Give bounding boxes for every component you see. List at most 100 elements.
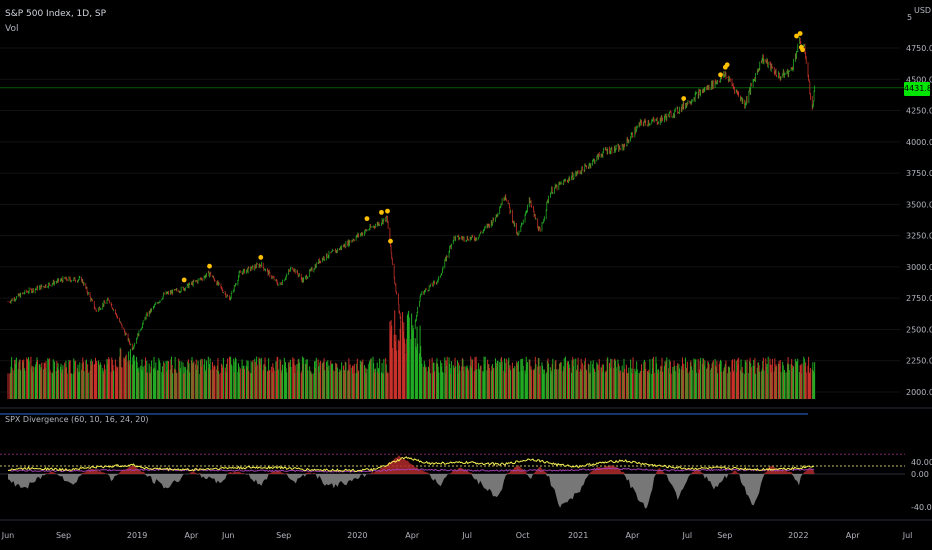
volume-bar (310, 373, 312, 399)
volume-bar (569, 367, 571, 399)
volume-bar (288, 361, 290, 399)
time-axis-label: 2020 (347, 531, 367, 540)
volume-bar (748, 361, 750, 399)
volume-bar (767, 373, 769, 399)
volume-bar (435, 362, 437, 399)
volume-bar (428, 366, 430, 399)
time-axis-label: Jul (682, 531, 693, 540)
volume-bar (475, 370, 477, 399)
volume-bar (323, 361, 325, 399)
volume-bar (809, 367, 811, 399)
volume-bar (43, 362, 45, 399)
volume-bar (235, 358, 237, 399)
volume-bar (360, 364, 362, 399)
volume-bar (336, 367, 338, 399)
volume-bar (64, 368, 66, 399)
volume-bar (450, 361, 452, 399)
volume-bar (572, 366, 574, 399)
volume-bar (627, 372, 629, 399)
volume-bar (264, 357, 266, 399)
volume-bar (381, 363, 383, 399)
volume-bar (347, 370, 349, 399)
volume-bar (424, 368, 426, 399)
volume-bar (763, 370, 765, 399)
signal-marker (388, 238, 393, 244)
volume-bar (741, 367, 743, 399)
volume-bar (108, 357, 110, 399)
volume-bar (656, 363, 658, 399)
volume-bar (624, 368, 626, 399)
volume-bar (227, 358, 229, 399)
volume-bar (414, 338, 416, 399)
signal-marker (207, 263, 212, 269)
volume-bar (319, 362, 321, 399)
volume-bar (57, 363, 59, 399)
volume-bar (638, 372, 640, 399)
volume-bar (335, 362, 337, 399)
time-axis-label: Jul (461, 531, 472, 540)
volume-bar (418, 353, 420, 399)
volume-bar (480, 365, 482, 399)
volume-bar (687, 372, 689, 399)
volume-bar (711, 363, 713, 399)
volume-bar (577, 357, 579, 399)
volume-bar (716, 360, 718, 399)
volume-bar (192, 364, 194, 399)
volume-bar (254, 361, 256, 399)
volume-bar (765, 366, 767, 399)
volume-bar (458, 365, 460, 399)
volume-bar (614, 358, 616, 399)
volume-bar (724, 366, 726, 399)
volume-bar (467, 370, 469, 399)
volume-bar (268, 358, 270, 399)
volume-bar (453, 367, 455, 399)
volume-bar (729, 371, 731, 399)
volume-bar (712, 360, 714, 399)
volume-bar (313, 361, 315, 399)
time-axis-label: Jun (221, 531, 235, 540)
volume-bar (457, 373, 459, 399)
volume-bar (470, 367, 472, 399)
volume-bar (244, 369, 246, 399)
volume-bar (241, 359, 243, 399)
volume-bar (151, 360, 153, 399)
volume-bar (256, 356, 258, 399)
volume-bar (564, 356, 566, 399)
volume-bar (251, 362, 253, 399)
volume-bar (178, 358, 180, 399)
volume-bar (9, 373, 11, 399)
volume-bar (495, 367, 497, 399)
volume-bar (500, 358, 502, 399)
volume-bar (461, 366, 463, 399)
volume-bar (239, 368, 241, 399)
volume-bar (125, 356, 127, 399)
volume-bar (762, 360, 764, 399)
volume-bar (782, 361, 784, 399)
volume-bar (545, 373, 547, 399)
volume-bar (399, 328, 401, 399)
volume-bar (353, 363, 355, 399)
volume-bar (441, 371, 443, 399)
volume-bar (450, 373, 452, 399)
volume-bar (791, 365, 793, 399)
volume-bar (389, 321, 391, 399)
volume-bar (317, 359, 319, 399)
volume-bar (543, 369, 545, 399)
volume-bar (39, 364, 41, 399)
volume-bar (583, 365, 585, 399)
volume-bar (635, 371, 637, 399)
volume-bar (710, 367, 712, 399)
volume-bar (452, 365, 454, 399)
volume-bar (290, 366, 292, 399)
volume-bar (234, 357, 236, 399)
volume-bar (372, 356, 374, 399)
volume-bar (724, 363, 726, 399)
volume-bar (508, 357, 510, 399)
volume-bar (41, 362, 43, 399)
volume-bar (393, 334, 395, 399)
volume-bar (98, 365, 100, 399)
volume-bar (85, 359, 87, 399)
volume-bar (315, 357, 317, 399)
volume-bar (706, 368, 708, 399)
